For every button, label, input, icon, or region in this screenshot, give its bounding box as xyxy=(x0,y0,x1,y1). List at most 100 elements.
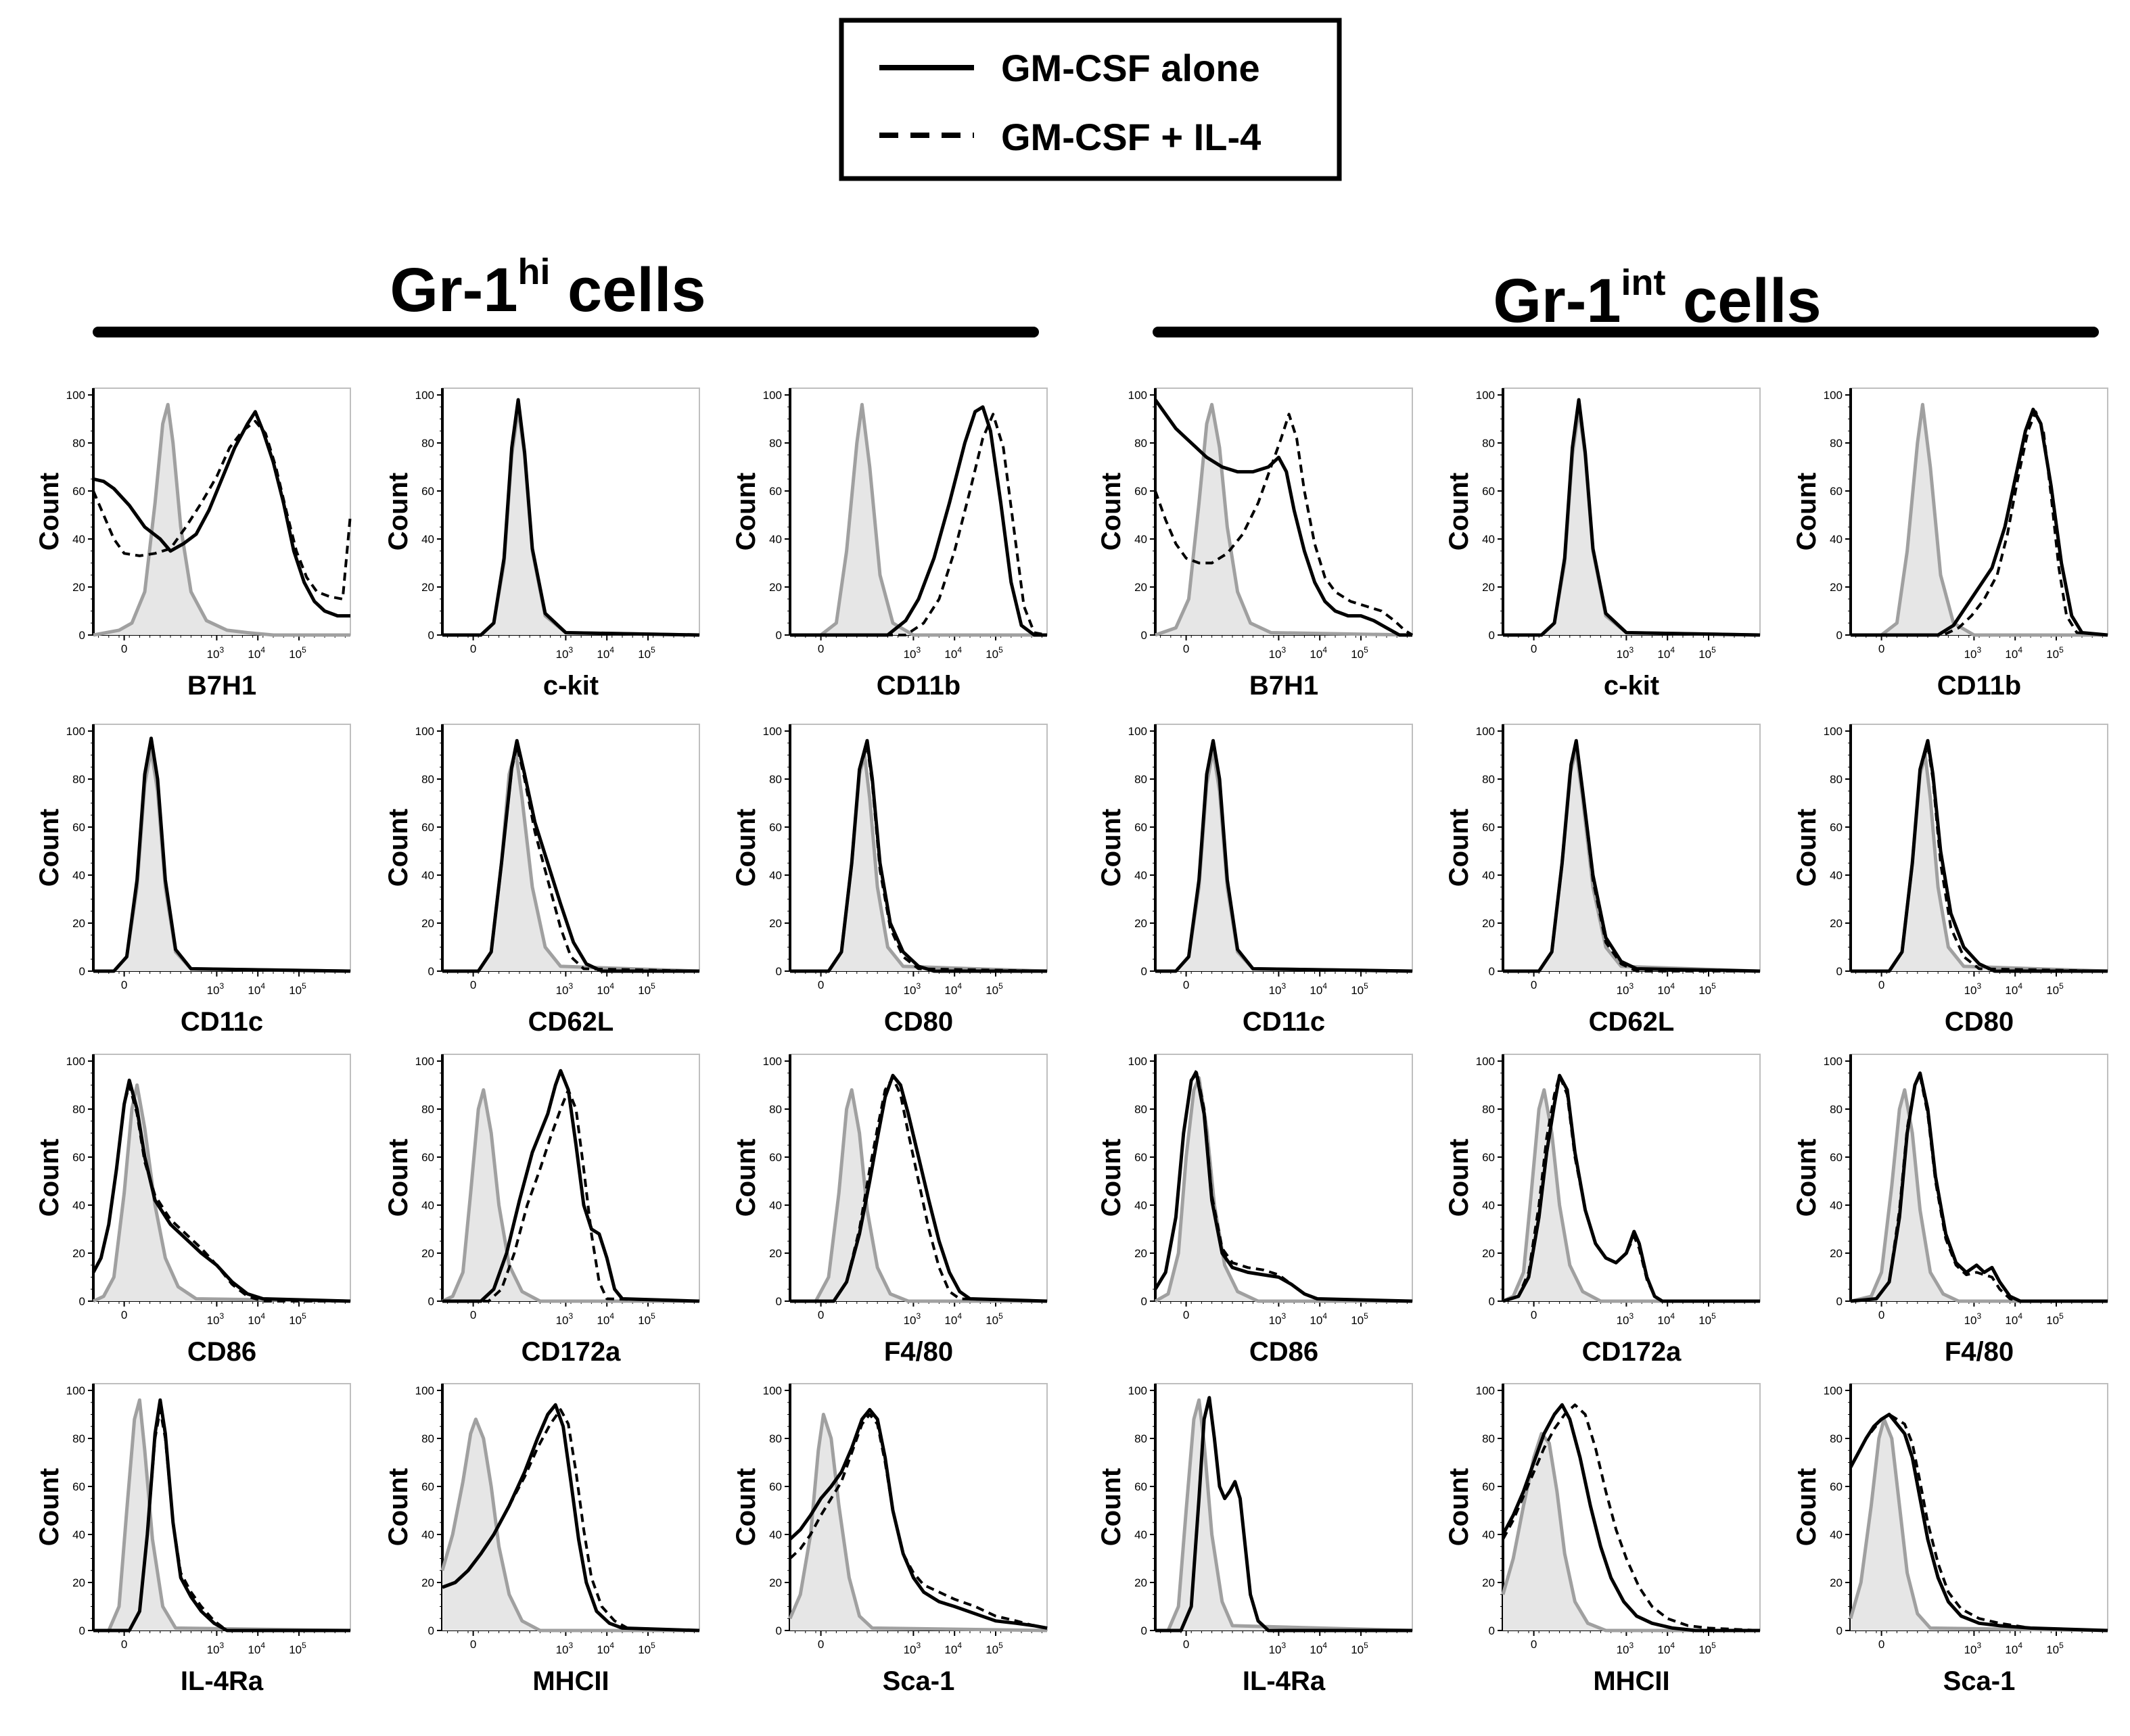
y-tick-label: 80 xyxy=(1482,1103,1495,1116)
y-axis-label: Count xyxy=(1792,1468,1822,1547)
y-tick-label: 60 xyxy=(769,1480,782,1493)
y-tick-label: 80 xyxy=(72,773,85,786)
y-tick-label: 60 xyxy=(1830,821,1843,834)
marker-label: B7H1 xyxy=(187,671,256,701)
gm-csf-il4-line xyxy=(1154,1069,1413,1303)
x-tick-label: 104 xyxy=(1310,1311,1327,1327)
isotype-line xyxy=(441,1088,699,1303)
x-tick-label: 104 xyxy=(248,1311,265,1327)
y-tick-label: 100 xyxy=(66,1384,85,1397)
isotype-line xyxy=(93,1398,351,1633)
x-tick-label: 105 xyxy=(638,1641,655,1656)
x-tick-label: 103 xyxy=(1964,981,1982,997)
y-tick-label: 20 xyxy=(1830,581,1843,594)
histogram-panel-gr-1-int-cells-cd86: 0 20 40 60 80 100 0 103 104 105 Count CD86 xyxy=(1096,1054,1413,1367)
x-tick-label: 104 xyxy=(248,645,265,661)
gm-csf-alone-line xyxy=(1851,738,2108,973)
isotype-area xyxy=(442,409,699,635)
x-tick-label: 103 xyxy=(556,981,574,997)
x-tick-label: 103 xyxy=(1269,981,1287,997)
x-tick-label: 103 xyxy=(1964,645,1982,661)
x-tick-label: 105 xyxy=(289,981,306,997)
histogram-panel-gr-1-int-cells-cd62l: 0 20 40 60 80 100 0 103 104 105 Count CD62L xyxy=(1444,724,1761,1037)
y-axis-label: Count xyxy=(1096,1139,1126,1217)
x-tick-label: 104 xyxy=(597,1641,614,1656)
y-tick-label: 100 xyxy=(415,1055,434,1068)
y-tick-label: 40 xyxy=(1134,1199,1147,1212)
histogram-panel-gr-1-hi-cells-il-4ra: 0 20 40 60 80 100 0 103 104 105 Count IL-4Ra xyxy=(34,1383,351,1696)
gm-csf-il4-line xyxy=(1154,413,1414,636)
y-tick-label: 0 xyxy=(1836,965,1843,978)
y-tick-label: 40 xyxy=(769,869,782,882)
x-tick-label: 104 xyxy=(1310,645,1327,661)
y-tick-label: 100 xyxy=(1824,725,1843,738)
y-tick-label: 80 xyxy=(421,1103,434,1116)
y-tick-label: 60 xyxy=(769,821,782,834)
y-tick-label: 100 xyxy=(763,389,782,402)
x-tick-label: 103 xyxy=(904,645,921,661)
plot-frame xyxy=(1850,724,2108,972)
y-axis-label: Count xyxy=(1444,809,1474,887)
y-tick-label: 0 xyxy=(1489,629,1495,642)
y-axis-label: Count xyxy=(1792,809,1822,887)
y-tick-label: 40 xyxy=(1134,869,1147,882)
svg-text:Gr-1int cells: Gr-1int cells xyxy=(1493,262,1821,335)
y-tick-label: 60 xyxy=(1830,1480,1843,1493)
isotype-line xyxy=(1503,407,1761,637)
histogram-panel-gr-1-hi-cells-mhcii: 0 20 40 60 80 100 0 103 104 105 Count MHCII xyxy=(384,1383,700,1696)
y-tick-label: 80 xyxy=(769,1103,782,1116)
x-tick-label: 103 xyxy=(207,981,225,997)
y-tick-label: 100 xyxy=(1476,1055,1495,1068)
x-tick-label: 104 xyxy=(248,1641,265,1656)
plot-frame xyxy=(442,388,700,636)
y-tick-label: 80 xyxy=(1830,1103,1843,1116)
y-tick-label: 60 xyxy=(421,1480,434,1493)
x-tick-label: 104 xyxy=(597,1311,614,1327)
isotype-line xyxy=(92,1083,351,1303)
y-axis-label: Count xyxy=(384,1139,413,1217)
y-tick-label: 60 xyxy=(1134,821,1147,834)
y-tick-label: 80 xyxy=(1134,1103,1147,1116)
y-tick-label: 60 xyxy=(72,1480,85,1493)
x-tick-label: 103 xyxy=(904,981,921,997)
marker-label: F4/80 xyxy=(884,1337,953,1367)
y-tick-label: 100 xyxy=(763,1384,782,1397)
x-tick-label: 105 xyxy=(986,1641,1003,1656)
y-tick-label: 40 xyxy=(72,1199,85,1212)
y-tick-label: 60 xyxy=(1830,485,1843,498)
gm-csf-il4-line xyxy=(1851,744,2108,972)
histogram-panel-gr-1-hi-cells-cd11c: 0 20 40 60 80 100 0 103 104 105 Count CD11c xyxy=(34,724,351,1037)
x-tick-label: 0 xyxy=(121,1638,127,1651)
isotype-area xyxy=(93,1085,350,1301)
y-tick-label: 40 xyxy=(72,869,85,882)
gm-csf-il4-line xyxy=(1155,1399,1412,1632)
y-tick-label: 100 xyxy=(66,725,85,738)
gm-csf-il4-line xyxy=(1502,1074,1760,1303)
gm-csf-il4-line xyxy=(93,736,351,972)
y-axis-label: Count xyxy=(1096,1468,1126,1547)
x-tick-label: 104 xyxy=(944,1311,962,1327)
y-tick-label: 100 xyxy=(1128,725,1147,738)
x-tick-label: 105 xyxy=(1698,981,1716,997)
histogram-panel-gr-1-int-cells-cd11b: 0 20 40 60 80 100 0 103 104 105 Count CD11b xyxy=(1792,388,2108,701)
x-tick-label: 0 xyxy=(470,642,476,655)
y-tick-label: 60 xyxy=(72,485,85,498)
x-tick-label: 105 xyxy=(2046,1641,2064,1656)
y-tick-label: 0 xyxy=(1141,629,1147,642)
y-tick-label: 80 xyxy=(1134,437,1147,450)
x-tick-label: 105 xyxy=(638,981,655,997)
y-tick-label: 80 xyxy=(769,1432,782,1445)
isotype-area xyxy=(1155,750,1412,971)
gm-csf-il4-line xyxy=(790,744,1048,972)
isotype-area xyxy=(1851,1089,2108,1301)
y-tick-label: 80 xyxy=(72,437,85,450)
isotype-area xyxy=(1155,1400,1412,1631)
y-tick-label: 80 xyxy=(1482,1432,1495,1445)
x-tick-label: 105 xyxy=(1698,1641,1716,1656)
isotype-area xyxy=(442,1419,699,1631)
y-tick-label: 40 xyxy=(769,1528,782,1541)
y-tick-label: 0 xyxy=(1836,1624,1843,1637)
x-tick-label: 104 xyxy=(2005,645,2022,661)
gm-csf-il4-line xyxy=(442,398,700,636)
x-tick-label: 0 xyxy=(1183,979,1189,991)
